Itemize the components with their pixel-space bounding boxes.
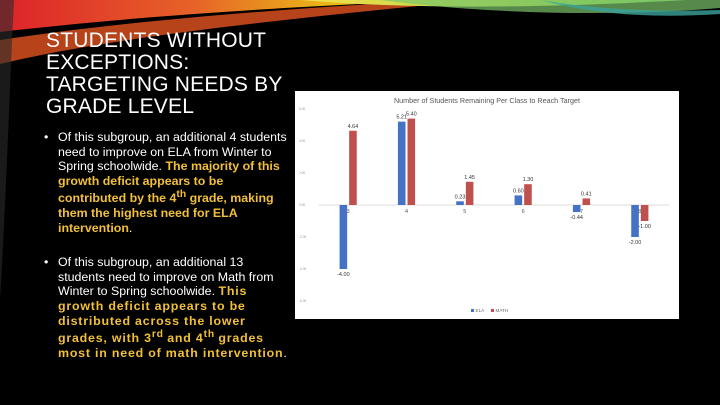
bar-ela-grade-4 (397, 121, 406, 205)
bar-ela-grade-5 (456, 201, 464, 205)
y-tick-label: -4.00 (299, 267, 306, 271)
slide-title: Students Without Exceptions: Targeting N… (46, 29, 283, 118)
bar-ela-grade-3 (339, 205, 348, 269)
bar-ela-grade-6 (514, 195, 523, 205)
bullet-ela-sup: th (176, 189, 187, 201)
bullet-marker: • (44, 130, 49, 144)
y-tick-label: -2.00 (299, 235, 306, 239)
bullet-math-highlight-b: grades most in need of math intervention (58, 331, 284, 360)
bullet-math: • Of this subgroup, an additional 13 stu… (44, 255, 292, 360)
bar-ela-grade-7 (572, 205, 581, 213)
chart-panel: Number of Students Remaining Per Class t… (295, 91, 679, 319)
bullet-ela-highlight-b: grade, making them the highest need for … (58, 191, 274, 235)
bullet-math-highlight-mid: and 4 (167, 331, 204, 346)
bullet-ela-highlight-a: The majority of this growth deficit appe… (58, 159, 280, 206)
bar-math-grade-4 (407, 118, 416, 205)
data-label-math-8: -1.00 (638, 224, 651, 230)
data-label-math-6: 1.30 (523, 177, 534, 183)
bullet-math-highlight-a: This growth deficit appears to be distri… (58, 284, 248, 346)
bullet-math-text: Of this subgroup, an additional 13 stude… (58, 255, 274, 299)
bullet-ela-tail: . (128, 220, 133, 235)
bar-math-grade-3 (349, 130, 357, 205)
legend-label: ELA (476, 308, 486, 313)
category-label: 5 (463, 209, 466, 215)
bar-chart: Number of Students Remaining Per Class t… (299, 96, 669, 313)
data-label-math-4: 5.40 (406, 112, 417, 118)
legend-swatch (491, 309, 494, 312)
data-label-math-7: 0.41 (581, 191, 592, 197)
data-label-ela-4: 5.21 (396, 115, 407, 121)
chart-title: Number of Students Remaining Per Class t… (394, 96, 580, 105)
legend-label: MATH (496, 308, 509, 313)
data-label-ela-7: -0.44 (570, 215, 583, 221)
bar-math-grade-5 (465, 181, 474, 205)
y-tick-label: 0.00 (299, 203, 305, 207)
y-tick-label: 2.00 (299, 171, 305, 175)
bar-math-grade-6 (524, 184, 532, 205)
bullet-list: • Of this subgroup, an additional 4 stud… (44, 130, 292, 361)
y-tick-label: 6.00 (299, 107, 305, 111)
category-label: 7 (580, 209, 583, 215)
bullet-math-sup-1: rd (151, 329, 164, 341)
category-label: 6 (522, 209, 525, 215)
legend-swatch (471, 309, 474, 312)
category-label: 4 (405, 209, 408, 215)
data-label-ela-8: -2.00 (629, 240, 642, 246)
data-label-math-3: 4.64 (348, 124, 359, 130)
data-label-ela-3: -4.00 (337, 272, 350, 278)
bullet-marker: • (44, 255, 49, 270)
bullet-math-sup-2: th (203, 329, 215, 341)
data-label-ela-5: 0.23 (455, 194, 466, 200)
data-label-ela-6: 0.60 (513, 188, 524, 194)
data-label-math-5: 1.45 (464, 175, 475, 181)
category-label: 8 (638, 209, 641, 215)
bar-ela-grade-8 (631, 205, 639, 237)
bullet-ela: • Of this subgroup, an additional 4 stud… (44, 130, 292, 235)
bar-math-grade-8 (640, 205, 649, 221)
bullet-ela-text: Of this subgroup, an additional 4 studen… (58, 130, 287, 174)
category-label: 3 (347, 209, 350, 215)
bar-math-grade-7 (582, 198, 591, 205)
y-tick-label: -6.00 (299, 299, 306, 303)
y-tick-label: 4.00 (299, 139, 305, 143)
bullet-math-tail: . (283, 345, 287, 360)
